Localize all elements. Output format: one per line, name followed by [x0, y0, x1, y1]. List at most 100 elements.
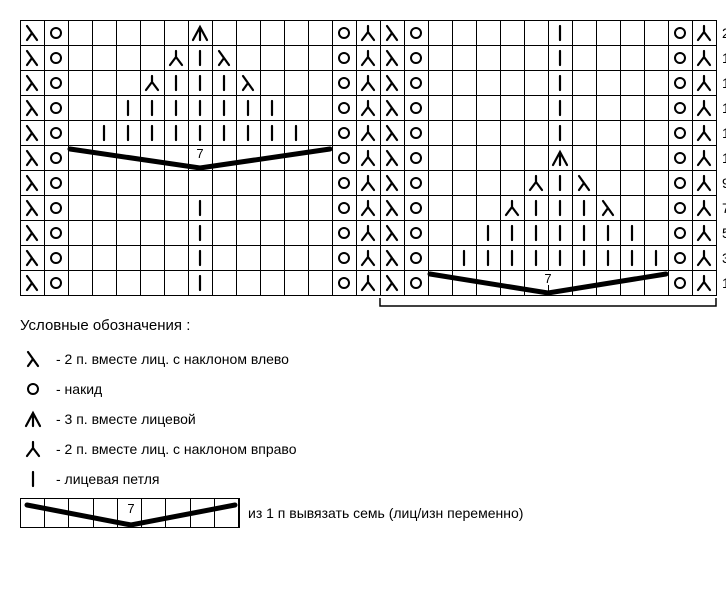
chart-cell [332, 145, 357, 171]
chart-cell [116, 270, 141, 296]
chart-cell [20, 145, 45, 171]
chart-cell [164, 70, 189, 96]
chart-cell [620, 20, 645, 46]
chart-cell [236, 20, 261, 46]
chart-cell [20, 45, 45, 71]
legend-item: - 2 п. вместе лиц. с наклоном влево [20, 348, 706, 370]
chart-cell [260, 45, 285, 71]
chart-cell [260, 145, 285, 171]
chart-cell [188, 245, 213, 271]
chart-cell [452, 170, 477, 196]
chart-cell [308, 95, 333, 121]
chart-cell [212, 20, 237, 46]
chart-cell [692, 120, 717, 146]
chart-cell [500, 95, 525, 121]
legend-item: - лицевая петля [20, 468, 706, 490]
chart-cell [524, 95, 549, 121]
chart-cell [260, 120, 285, 146]
legend-text: - 2 п. вместе лиц. с наклоном влево [56, 351, 289, 367]
legend-symbol [20, 408, 46, 430]
chart-cell [572, 95, 597, 121]
chart-cell [68, 70, 93, 96]
chart-cell [428, 95, 453, 121]
chart-cell [692, 220, 717, 246]
chart-cell [164, 195, 189, 221]
chart-cell [164, 170, 189, 196]
chart-cell [284, 70, 309, 96]
chart-cell [524, 170, 549, 196]
chart-cell [620, 170, 645, 196]
chart-cell [596, 20, 621, 46]
chart-cell [692, 95, 717, 121]
chart-cell [644, 20, 669, 46]
legend-seven-row: 7 из 1 п вывязать семь (лиц/изн переменн… [20, 498, 706, 528]
chart-cell [476, 45, 501, 71]
chart-cell [44, 245, 69, 271]
chart-cell [92, 120, 117, 146]
chart-cell [692, 245, 717, 271]
chart-cell [380, 145, 405, 171]
chart-cell [548, 20, 573, 46]
chart-cell [356, 170, 381, 196]
chart-cell [380, 20, 405, 46]
chart-cell [308, 145, 333, 171]
chart-cell [596, 45, 621, 71]
chart-cell [20, 270, 45, 296]
chart-cell [332, 270, 357, 296]
chart-cell [572, 20, 597, 46]
chart-cell [500, 20, 525, 46]
chart-cell [92, 270, 117, 296]
chart-cell [68, 270, 93, 296]
chart-cell [644, 45, 669, 71]
chart-cell [164, 120, 189, 146]
chart-cell [44, 120, 69, 146]
chart-cell [20, 170, 45, 196]
chart-cell [236, 145, 261, 171]
chart-grid: 21191715131197531 [20, 20, 706, 295]
chart-cell [164, 270, 189, 296]
chart-cell [500, 70, 525, 96]
chart-cell [380, 70, 405, 96]
chart-cell [356, 145, 381, 171]
chart-cell [356, 120, 381, 146]
chart-cell [548, 245, 573, 271]
chart-cell [620, 195, 645, 221]
chart-cell [620, 70, 645, 96]
chart-cell [500, 195, 525, 221]
chart-cell [644, 70, 669, 96]
chart-cell [140, 95, 165, 121]
chart-cell [188, 170, 213, 196]
chart-cell [524, 45, 549, 71]
chart-cell [668, 245, 693, 271]
chart-cell [380, 45, 405, 71]
row-number: 7 [716, 195, 726, 220]
chart-cell [140, 145, 165, 171]
chart-cell [188, 145, 213, 171]
chart-cell [500, 220, 525, 246]
chart-cell [524, 20, 549, 46]
chart-cell [404, 70, 429, 96]
knitting-chart: 21191715131197531 77 [20, 20, 706, 295]
chart-cell [92, 220, 117, 246]
chart-cell [428, 270, 453, 296]
chart-cell [284, 120, 309, 146]
chart-cell [284, 195, 309, 221]
row-number: 13 [716, 120, 726, 145]
chart-cell [116, 170, 141, 196]
chart-cell [596, 220, 621, 246]
chart-cell [164, 245, 189, 271]
chart-cell [404, 170, 429, 196]
chart-cell [428, 45, 453, 71]
chart-cell [284, 95, 309, 121]
chart-cell [68, 245, 93, 271]
chart-cell [140, 195, 165, 221]
chart-cell [692, 70, 717, 96]
chart-cell [236, 220, 261, 246]
chart-cell [356, 195, 381, 221]
chart-cell [452, 45, 477, 71]
chart-cell [140, 245, 165, 271]
chart-cell [116, 220, 141, 246]
chart-cell [332, 195, 357, 221]
chart-cell [476, 170, 501, 196]
chart-cell [596, 120, 621, 146]
